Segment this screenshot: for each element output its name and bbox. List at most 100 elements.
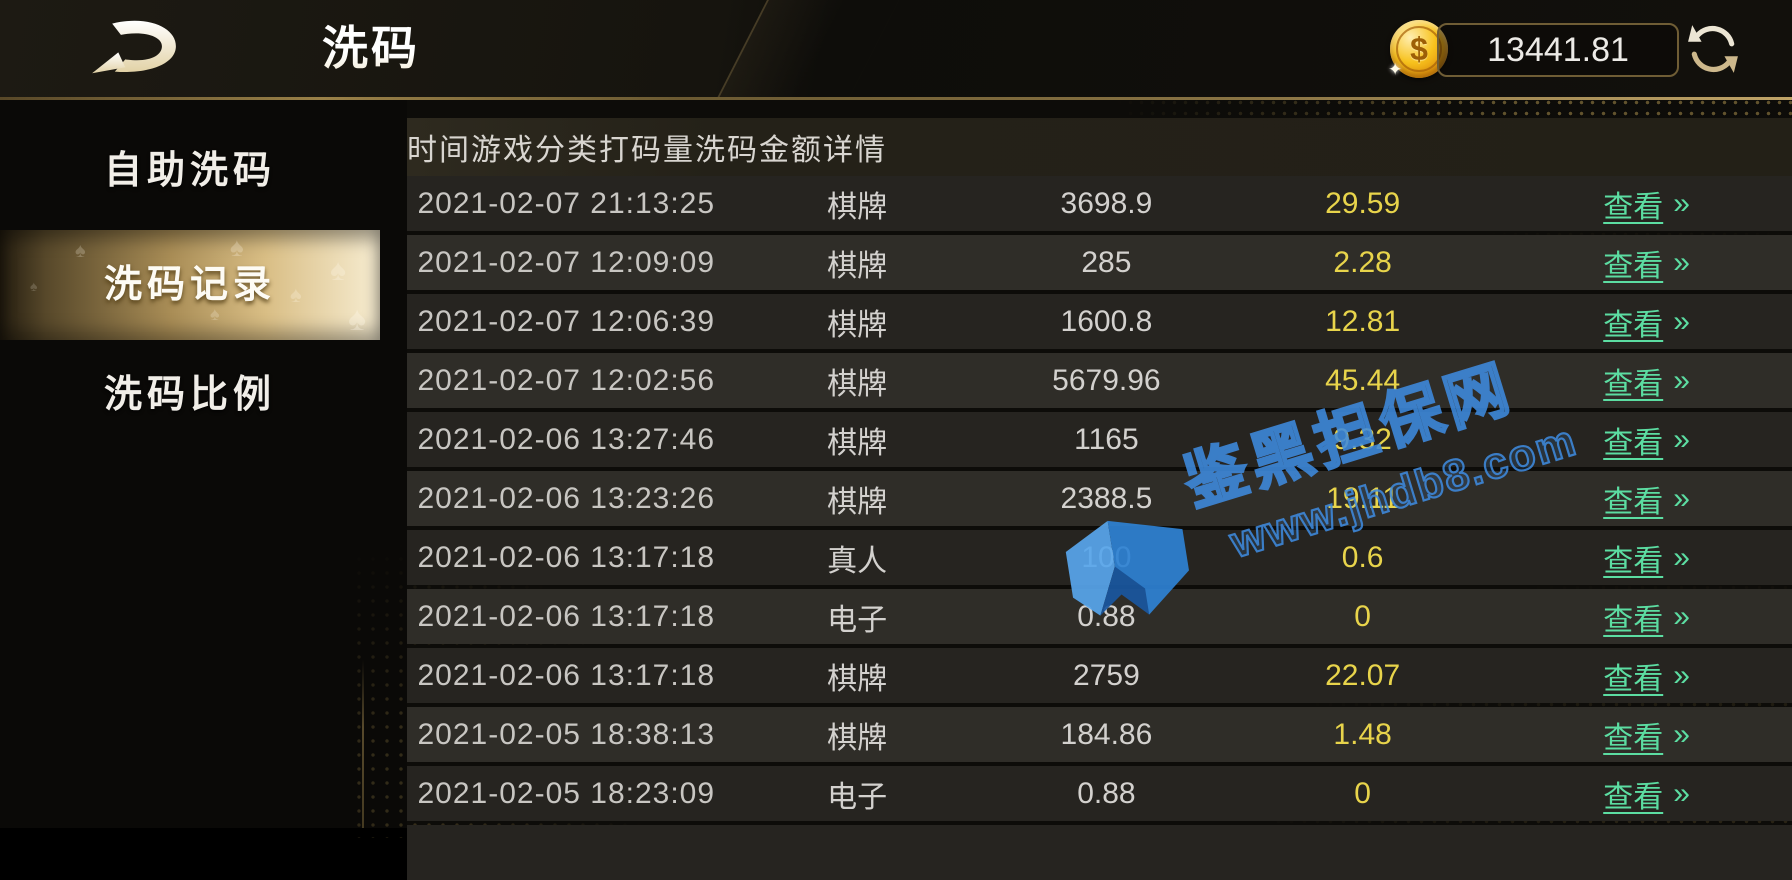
- cell-rebate: 0.6: [1341, 540, 1384, 574]
- view-details-link[interactable]: 查看 »: [1603, 717, 1690, 755]
- rebate-app-screen: { "header": { "title": "洗码", "balance": …: [0, 0, 1792, 828]
- table-row: 2021-02-07 21:13:25 棋牌 3698.9 29.59 查看 »: [407, 176, 1792, 231]
- cell-time: 2021-02-07 12:06:39: [417, 304, 716, 338]
- table-row: 2021-02-06 13:17:18 真人 100 0.6 查看 »: [407, 530, 1792, 585]
- cell-wager: 5679.96: [1052, 363, 1161, 397]
- app-logo-icon: [92, 20, 176, 74]
- column-header: 洗码金额: [695, 134, 823, 167]
- cell-time: 2021-02-06 13:17:18: [417, 540, 716, 574]
- double-chevron-icon: »: [1673, 717, 1690, 751]
- cell-category: 棋牌: [827, 190, 888, 224]
- column-header: 游戏分类: [471, 134, 599, 167]
- view-details-link[interactable]: 查看 »: [1603, 599, 1690, 637]
- page-title: 洗码: [322, 0, 420, 97]
- cell-time: 2021-02-06 13:17:18: [417, 599, 716, 633]
- column-header: 时间: [407, 134, 471, 167]
- gold-edge-decoration: [362, 660, 364, 828]
- view-details-link[interactable]: 查看 »: [1603, 363, 1690, 401]
- refresh-icon[interactable]: [1686, 22, 1740, 76]
- cell-wager: 0.88: [1077, 776, 1136, 810]
- table-body: 2021-02-07 21:13:25 棋牌 3698.9 29.59 查看 »…: [407, 176, 1792, 825]
- cell-wager: 2759: [1073, 658, 1140, 692]
- cell-time: 2021-02-05 18:23:09: [417, 776, 716, 810]
- sidebar-nav: 自助洗码 洗码记录 洗码比例: [0, 100, 407, 828]
- table-row: 2021-02-06 13:23:26 棋牌 2388.5 19.11 查看 »: [407, 471, 1792, 526]
- cell-time: 2021-02-06 13:27:46: [417, 422, 716, 456]
- double-chevron-icon: »: [1673, 186, 1690, 220]
- sidebar-item-label: 洗码比例: [103, 374, 276, 416]
- balance-display: 13441.81: [1437, 23, 1679, 77]
- top-bar: 洗码 $ ✦ 13441.81: [0, 0, 1792, 104]
- table-row: 2021-02-06 13:27:46 棋牌 1165 9.32 查看 »: [407, 412, 1792, 467]
- view-details-link[interactable]: 查看 »: [1603, 776, 1690, 814]
- double-chevron-icon: »: [1673, 776, 1690, 810]
- cell-wager: 2388.5: [1060, 481, 1153, 515]
- cell-category: 棋牌: [827, 249, 888, 283]
- cell-category: 棋牌: [827, 308, 888, 342]
- sidebar-item[interactable]: 洗码记录: [0, 230, 380, 340]
- view-details-link[interactable]: 查看 »: [1603, 422, 1690, 460]
- cell-rebate: 0: [1354, 776, 1371, 810]
- cell-wager: 1165: [1074, 422, 1139, 456]
- view-details-link[interactable]: 查看 »: [1603, 245, 1690, 283]
- cell-rebate: 19.11: [1326, 481, 1400, 515]
- sidebar-item-label: 自助洗码: [103, 150, 276, 192]
- view-details-link[interactable]: 查看 »: [1603, 540, 1690, 578]
- cell-rebate: 22.07: [1325, 658, 1401, 692]
- cell-wager: 100: [1081, 540, 1132, 574]
- column-header: 详情: [823, 134, 887, 167]
- sparkle-icon: ✦: [1388, 60, 1403, 79]
- double-chevron-icon: »: [1673, 363, 1690, 397]
- double-chevron-icon: »: [1673, 540, 1690, 574]
- cell-rebate: 2.28: [1333, 245, 1392, 279]
- records-panel: 时间 游戏分类 打码量 洗码金额 详情 2021-02-07 21:13:25 棋牌 3…: [352, 97, 1792, 880]
- cell-wager: 285: [1081, 245, 1132, 279]
- cell-category: 真人: [827, 544, 888, 578]
- view-details-link[interactable]: 查看 »: [1603, 481, 1690, 519]
- cell-rebate: 9.32: [1333, 422, 1392, 456]
- sidebar-item[interactable]: 洗码比例: [0, 362, 380, 428]
- double-chevron-icon: »: [1673, 481, 1690, 515]
- sidebar-item-label: 洗码记录: [103, 264, 276, 306]
- double-chevron-icon: »: [1673, 245, 1690, 279]
- table-row: 2021-02-06 13:17:18 电子 0.88 0 查看 »: [407, 589, 1792, 644]
- balance-widget: $ ✦ 13441.81: [1388, 20, 1758, 79]
- table-row: 2021-02-07 12:09:09 棋牌 285 2.28 查看 »: [407, 235, 1792, 290]
- cell-category: 棋牌: [827, 662, 888, 696]
- cell-category: 棋牌: [827, 721, 888, 755]
- table-row: 2021-02-06 13:17:18 棋牌 2759 22.07 查看 »: [407, 648, 1792, 703]
- cell-time: 2021-02-06 13:23:26: [417, 481, 716, 515]
- cell-category: 棋牌: [827, 485, 888, 519]
- gold-divider-line: [0, 97, 1792, 100]
- view-details-link[interactable]: 查看 »: [1603, 186, 1690, 224]
- table-row-partial: [407, 825, 1792, 880]
- cell-category: 棋牌: [827, 426, 888, 460]
- column-header: 打码量: [599, 134, 695, 167]
- cell-rebate: 1.48: [1333, 717, 1392, 751]
- cell-rebate: 12.81: [1325, 304, 1401, 338]
- cell-time: 2021-02-07 12:02:56: [417, 363, 716, 397]
- cell-wager: 184.86: [1060, 717, 1153, 751]
- topbar-diagonal-divider: [713, 0, 903, 104]
- cell-wager: 3698.9: [1060, 186, 1153, 220]
- view-details-link[interactable]: 查看 »: [1603, 658, 1690, 696]
- table-row: 2021-02-05 18:23:09 电子 0.88 0 查看 »: [407, 766, 1792, 821]
- table-row: 2021-02-05 18:38:13 棋牌 184.86 1.48 查看 »: [407, 707, 1792, 762]
- table-header: 时间 游戏分类 打码量 洗码金额 详情: [407, 118, 1792, 176]
- cell-rebate: 0: [1354, 599, 1371, 633]
- cell-time: 2021-02-06 13:17:18: [417, 658, 716, 692]
- cell-rebate: 45.44: [1325, 363, 1401, 397]
- view-details-link[interactable]: 查看 »: [1603, 304, 1690, 342]
- cell-category: 电子: [827, 603, 888, 637]
- double-chevron-icon: »: [1673, 658, 1690, 692]
- cell-category: 电子: [827, 780, 888, 814]
- cell-time: 2021-02-07 12:09:09: [417, 245, 716, 279]
- cell-wager: 1600.8: [1060, 304, 1153, 338]
- cell-category: 棋牌: [827, 367, 888, 401]
- table-row: 2021-02-07 12:06:39 棋牌 1600.8 12.81 查看 »: [407, 294, 1792, 349]
- double-chevron-icon: »: [1673, 599, 1690, 633]
- table-row: 2021-02-07 12:02:56 棋牌 5679.96 45.44 查看 …: [407, 353, 1792, 408]
- cell-wager: 0.88: [1077, 599, 1136, 633]
- sidebar-item[interactable]: 自助洗码: [0, 138, 380, 204]
- double-chevron-icon: »: [1673, 422, 1690, 456]
